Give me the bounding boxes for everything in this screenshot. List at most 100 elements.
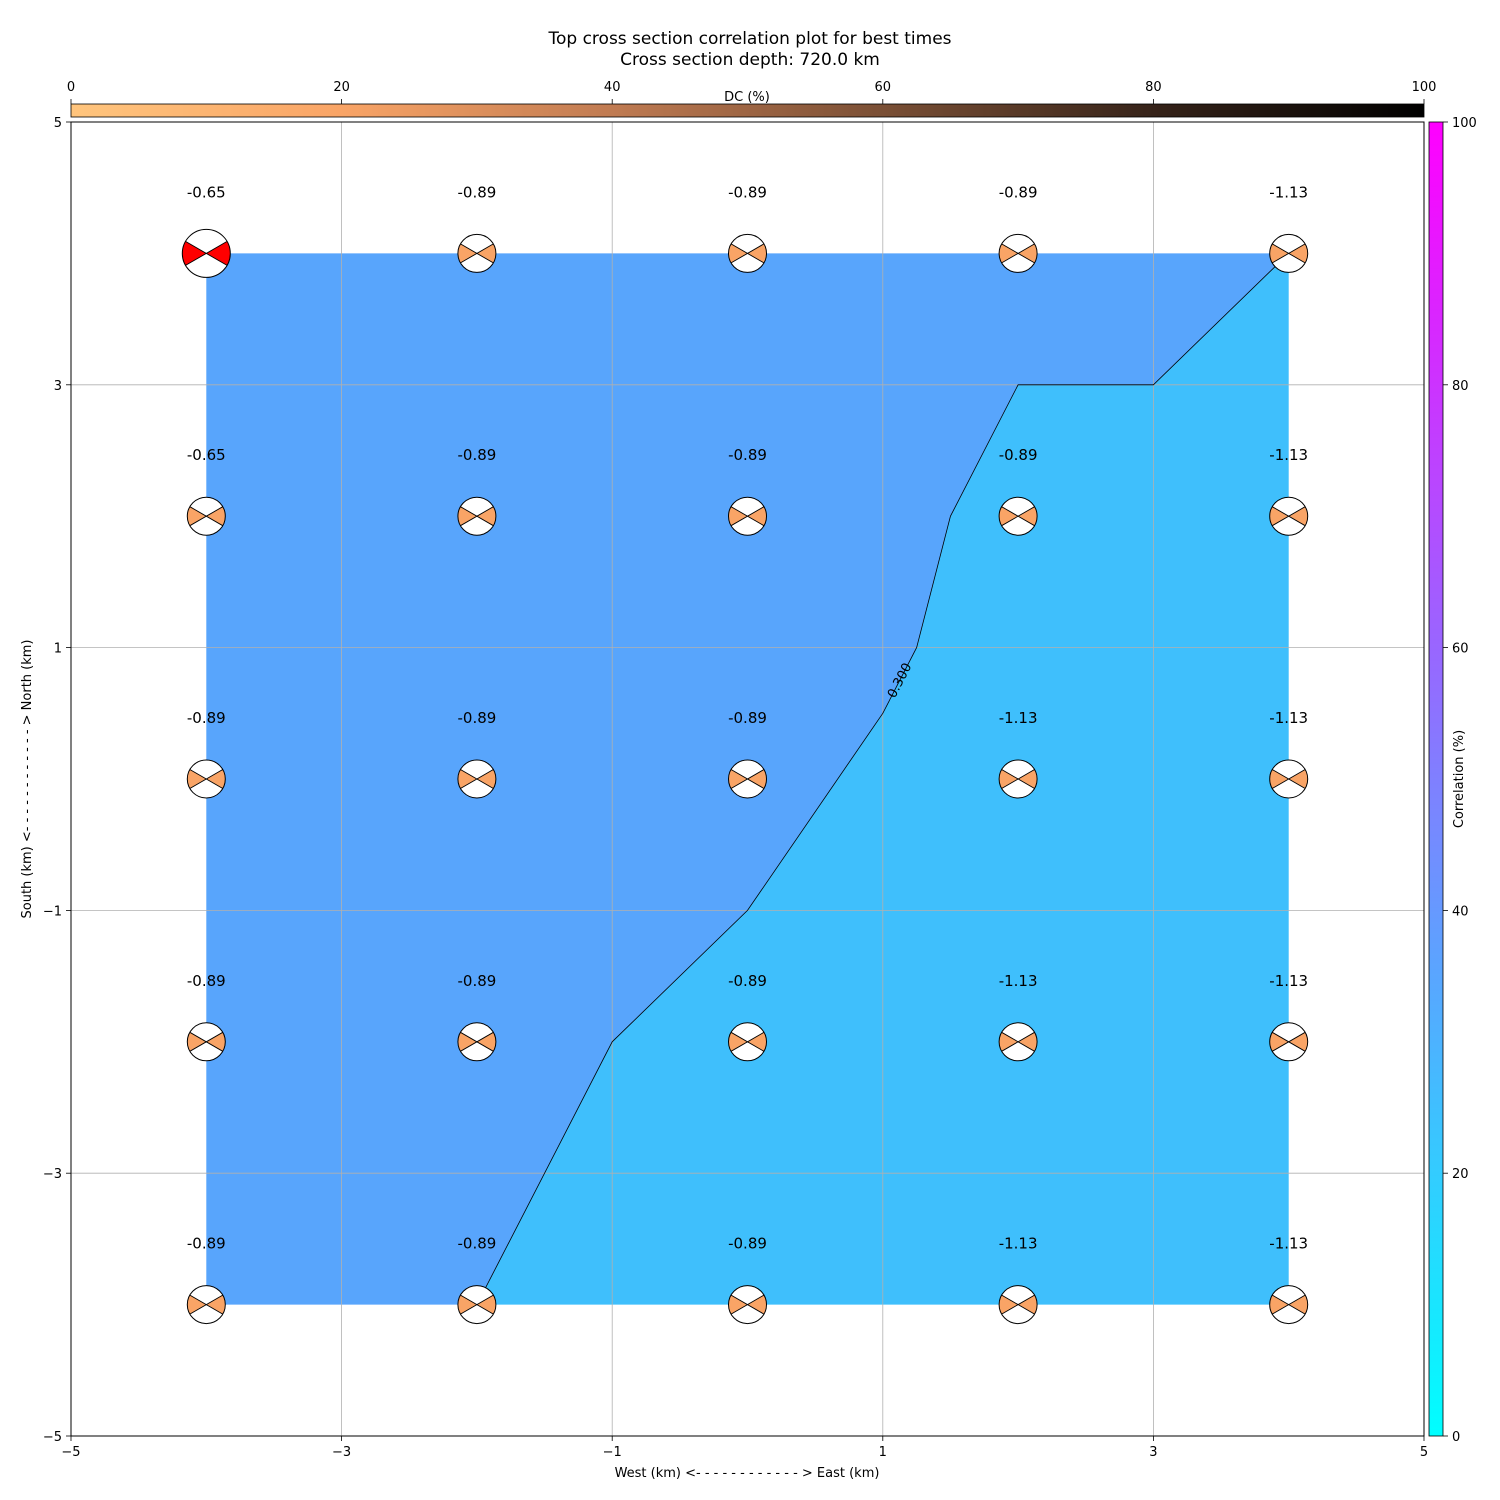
value-label: -1.13 [1269, 709, 1308, 727]
chart-subtitle: Cross section depth: 720.0 km [620, 50, 880, 70]
beachball-nodal-line [189, 506, 223, 527]
beachball [457, 1285, 497, 1325]
beachball [1269, 496, 1309, 536]
beachball-tension-wedge [1018, 769, 1038, 789]
correlation-colorbar-gradient [1428, 121, 1444, 1437]
beachball-tension-wedge [1018, 1295, 1038, 1315]
beachball-tension-wedge [1288, 1295, 1308, 1315]
x-axis-label: West (km) <- - - - - - - - - - - - > Eas… [615, 1466, 880, 1481]
beachball-tension-wedge [457, 243, 477, 263]
beachball-outline [728, 1285, 767, 1325]
beachball-tension-wedge [206, 1295, 226, 1315]
y-tick-label: 1 [54, 642, 62, 657]
value-label: -1.13 [999, 972, 1038, 990]
beachball-tension-wedge [728, 243, 748, 263]
beachball-tension-wedge [457, 1032, 477, 1052]
beachball-nodal-line [1001, 1294, 1035, 1315]
beachball-tension-wedge [1288, 769, 1308, 789]
value-label: -1.13 [1269, 972, 1308, 990]
beachball [1269, 1022, 1309, 1062]
grid-lines [71, 122, 1424, 1436]
beachball-tension-wedge [999, 506, 1019, 526]
beachball-nodal-line [460, 1294, 494, 1315]
beachball-outline [728, 759, 767, 799]
beachball-nodal-line [189, 1294, 223, 1315]
beachball-nodal-line [460, 506, 494, 527]
beachball-nodal-line [460, 1031, 494, 1052]
dc-tick-label: 60 [875, 80, 892, 95]
value-label: -1.13 [1269, 1235, 1308, 1253]
beachball-outline [998, 496, 1038, 536]
beachball-outline [186, 759, 226, 799]
y-tick-label: 3 [54, 379, 62, 394]
value-label: -0.89 [999, 183, 1038, 201]
beachball-tension-wedge [187, 769, 207, 789]
beachball-tension-wedge [476, 243, 496, 263]
beachball-tension-wedge [747, 1295, 767, 1315]
x-tick-label: 3 [1149, 1445, 1157, 1460]
beachball-tension-wedge [206, 1032, 226, 1052]
beachball-nodal-line [1272, 1294, 1306, 1315]
beachball-tension-wedge [476, 1295, 496, 1315]
correlation-tick-label: 0 [1452, 1430, 1460, 1445]
beachball-nodal-line [730, 1294, 765, 1315]
beachball-tension-wedge [476, 506, 496, 526]
x-tick-label: −3 [332, 1445, 351, 1460]
beachball [728, 233, 767, 273]
beachball-tension-wedge [457, 1295, 477, 1315]
value-label: -0.65 [187, 446, 226, 464]
beachball-nodal-line [1272, 243, 1306, 264]
value-label: -0.89 [999, 446, 1038, 464]
beachball-tension-wedge [1269, 243, 1289, 263]
beachball [728, 1285, 767, 1325]
dc-tick-label: 100 [1412, 80, 1437, 95]
beachball [457, 233, 497, 273]
value-label: -0.89 [457, 446, 496, 464]
value-label: -0.89 [457, 709, 496, 727]
beachball-nodal-line [1272, 506, 1306, 527]
beachball-outline [186, 1022, 226, 1062]
beachball-tension-wedge [1288, 243, 1308, 263]
beachball-nodal-line [730, 506, 765, 527]
value-label: -0.89 [187, 972, 226, 990]
beachball-nodal-line [460, 243, 494, 264]
beachball-outline [457, 759, 497, 799]
y-tick-label: 5 [54, 116, 62, 131]
beachball [998, 1285, 1038, 1325]
beachball [1269, 233, 1309, 273]
x-tick-label: −5 [61, 1445, 80, 1460]
correlation-tick-label: 80 [1452, 379, 1469, 394]
beachball-nodal-line [1001, 506, 1035, 527]
beachball-outline [728, 1022, 767, 1062]
beachball-tension-wedge [1288, 506, 1308, 526]
correlation-colorbar-label: Correlation (%) [1452, 730, 1467, 828]
beachball [998, 233, 1038, 273]
contour-line [476, 253, 1289, 1305]
correlation-tick-label: 60 [1452, 642, 1469, 657]
beachball [186, 1022, 226, 1062]
value-label: -0.89 [728, 446, 767, 464]
value-label: -0.89 [187, 709, 226, 727]
y-axis-ticks: −5 −3 −1 1 3 5 [43, 116, 71, 1445]
beachball-outline [998, 233, 1038, 273]
dc-tick-label: 0 [67, 80, 75, 95]
correlation-colorbar-ticks: 0 20 40 60 80 100 [1443, 116, 1477, 1445]
beachball [998, 1022, 1038, 1062]
beachball-tension-wedge [728, 769, 748, 789]
beachball-tension-wedge [1269, 769, 1289, 789]
beachball-outline [998, 759, 1038, 799]
beachball [186, 496, 226, 536]
beachball-outline [457, 496, 497, 536]
beachball-outline [1269, 759, 1309, 799]
beachballs [181, 228, 1309, 1325]
value-label: -0.89 [728, 972, 767, 990]
beachball [457, 496, 497, 536]
correlation-tick-label: 100 [1452, 116, 1477, 131]
plot-frame [70, 121, 1425, 1437]
value-label: -1.13 [999, 709, 1038, 727]
beachball [998, 496, 1038, 536]
value-label: -0.65 [187, 183, 226, 201]
beachball-tension-wedge [999, 1295, 1019, 1315]
beachball-tension-wedge [747, 506, 767, 526]
beachball-outline [1269, 1022, 1309, 1062]
